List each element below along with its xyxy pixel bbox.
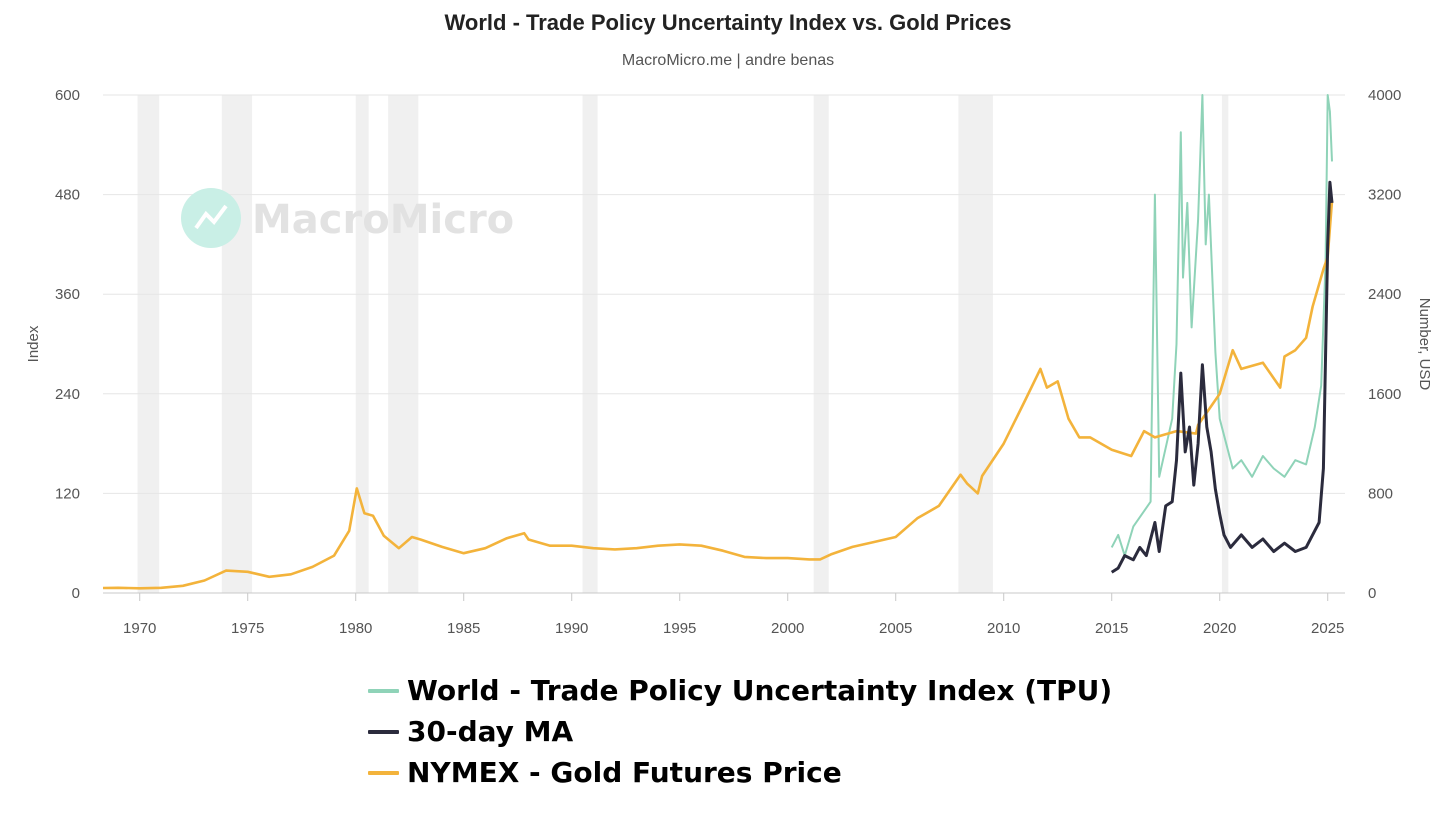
legend-label-ma: 30-day MA xyxy=(407,715,574,748)
recession-band-1 xyxy=(221,95,253,593)
x-tick-1980: 1980 xyxy=(339,620,372,637)
recession-band-4 xyxy=(582,95,598,593)
series-line-gold xyxy=(102,200,1334,590)
legend: World - Trade Policy Uncertainty Index (… xyxy=(368,670,1112,793)
legend-swatch-ma xyxy=(368,729,399,734)
series-lines xyxy=(102,94,1334,590)
x-tick-2010: 2010 xyxy=(987,620,1020,637)
recession-band-0 xyxy=(137,95,160,593)
y-right-tick-800: 800 xyxy=(1368,485,1393,502)
recession-band-6 xyxy=(958,95,993,593)
series-line-ma xyxy=(1110,180,1334,574)
y-right-tick-4000: 4000 xyxy=(1368,87,1401,104)
series-line-tpu xyxy=(1110,94,1333,557)
axes: 0 120 240 360 480 600 0 800 1600 2400 3200 4000 1970… xyxy=(55,87,1401,637)
y-axis-left-title: Index xyxy=(25,325,42,362)
legend-item-gold[interactable]: NYMEX - Gold Futures Price xyxy=(368,752,1112,793)
x-tick-1970: 1970 xyxy=(123,620,156,637)
y-axis-right-title: Number, USD xyxy=(1416,298,1433,391)
x-tick-1990: 1990 xyxy=(555,620,588,637)
chart-subtitle: MacroMicro.me | andre benas xyxy=(621,52,835,69)
y-left-tick-240: 240 xyxy=(55,386,80,403)
y-right-tick-2400: 2400 xyxy=(1368,286,1401,303)
y-left-tick-0: 0 xyxy=(72,585,80,602)
x-tick-1995: 1995 xyxy=(663,620,696,637)
legend-item-ma[interactable]: 30-day MA xyxy=(368,711,1112,752)
y-left-tick-480: 480 xyxy=(55,187,80,204)
recession-band-3 xyxy=(388,95,419,593)
watermark: MacroMicro xyxy=(181,188,514,248)
legend-swatch-gold xyxy=(368,770,399,775)
grid-lines xyxy=(103,94,1345,594)
y-right-tick-0: 0 xyxy=(1368,585,1376,602)
x-tick-2000: 2000 xyxy=(771,620,804,637)
legend-label-gold: NYMEX - Gold Futures Price xyxy=(407,756,842,789)
watermark-text: MacroMicro xyxy=(252,197,514,243)
x-tick-1985: 1985 xyxy=(447,620,480,637)
recession-band-2 xyxy=(355,95,369,593)
recession-band-5 xyxy=(813,95,829,593)
watermark-logo-mark xyxy=(194,204,228,230)
chart-title: World - Trade Policy Uncertainty Index v… xyxy=(444,10,1012,35)
y-right-tick-3200: 3200 xyxy=(1368,187,1401,204)
chart-plot: MacroMicro 0 120 240 360 480 600 0 800 1600 2400 3… xyxy=(25,87,1433,637)
x-tick-2025: 2025 xyxy=(1311,620,1344,637)
x-tick-2005: 2005 xyxy=(879,620,912,637)
legend-swatch-tpu xyxy=(368,688,399,693)
x-tick-1975: 1975 xyxy=(231,620,264,637)
y-right-tick-1600: 1600 xyxy=(1368,386,1401,403)
legend-item-tpu[interactable]: World - Trade Policy Uncertainty Index (… xyxy=(368,670,1112,711)
x-tick-2015: 2015 xyxy=(1095,620,1128,637)
recession-bands xyxy=(137,95,1229,593)
y-left-tick-600: 600 xyxy=(55,87,80,104)
y-left-tick-120: 120 xyxy=(55,485,80,502)
legend-label-tpu: World - Trade Policy Uncertainty Index (… xyxy=(407,674,1113,707)
x-tick-2020: 2020 xyxy=(1203,620,1236,637)
recession-band-7 xyxy=(1221,95,1229,593)
y-left-tick-360: 360 xyxy=(55,286,80,303)
